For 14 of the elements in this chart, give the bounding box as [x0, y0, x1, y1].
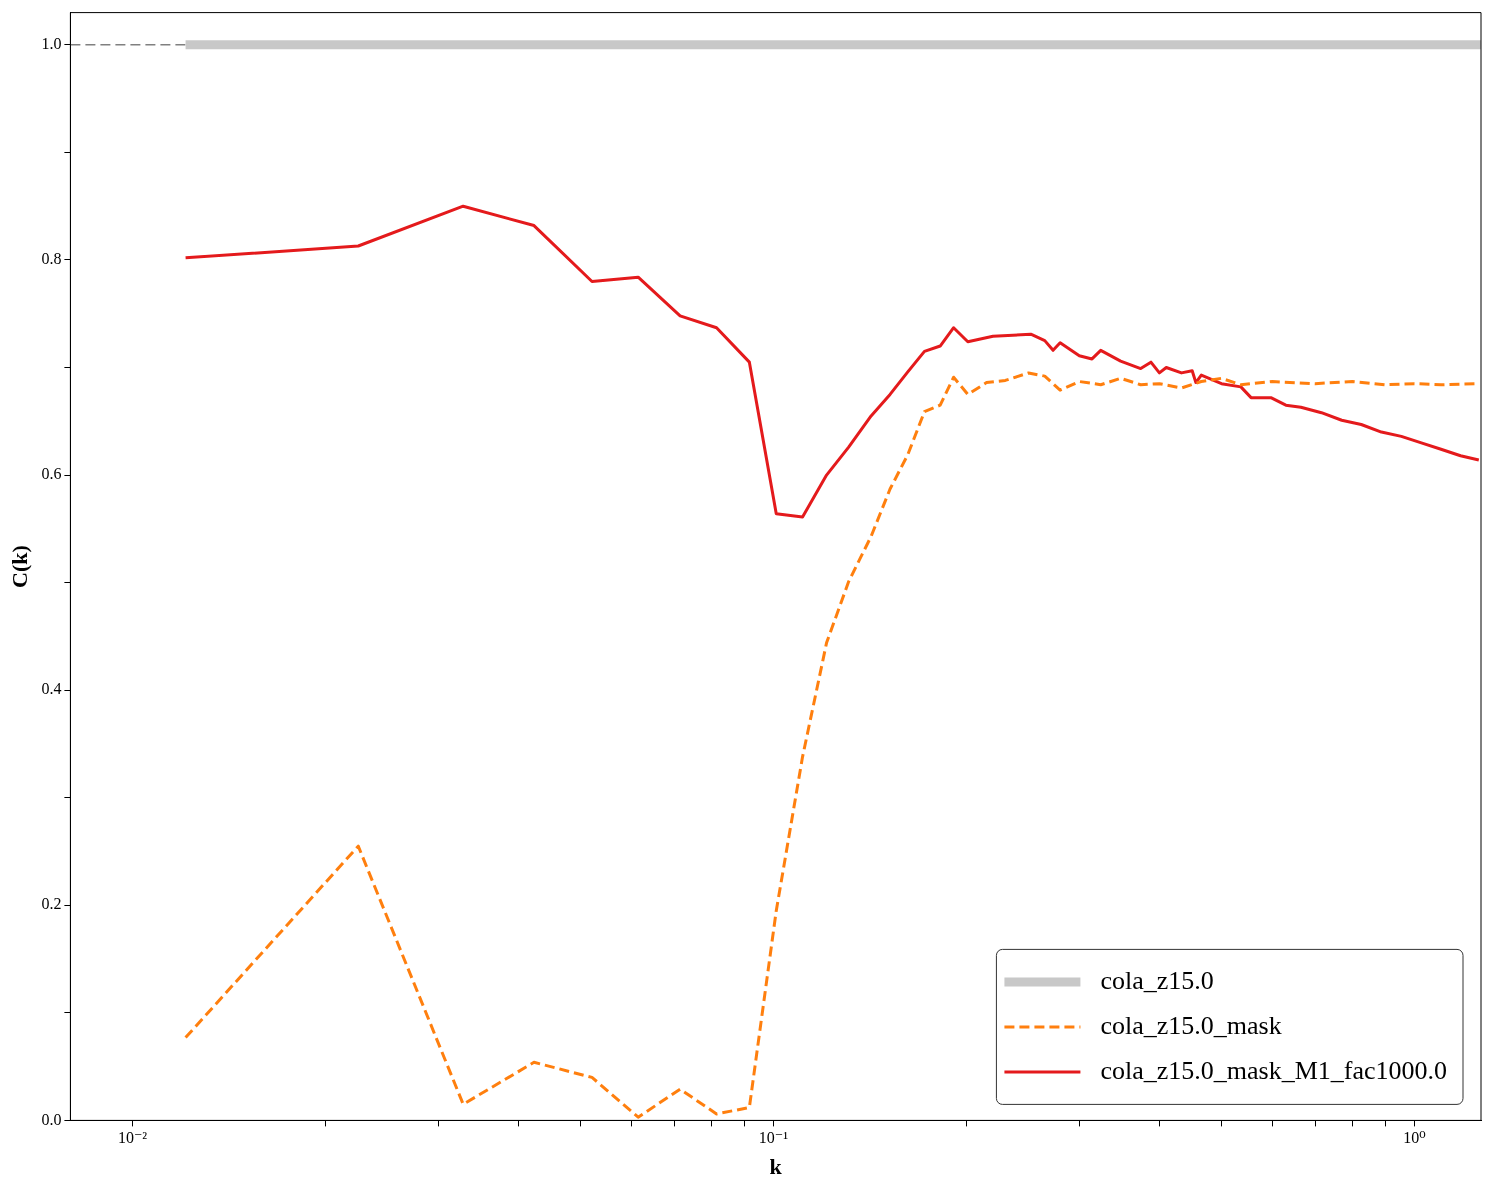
- x-tick-label: 10⁰: [1403, 1129, 1426, 1147]
- y-tick-label: 1.0: [41, 35, 62, 53]
- y-tick-label: 0.4: [41, 680, 62, 698]
- x-axis-title: k: [769, 1154, 783, 1180]
- y-tick-label: 0.6: [41, 465, 62, 483]
- y-tick-label: 0.2: [41, 895, 62, 913]
- x-tick-label: 10⁻¹: [758, 1129, 789, 1147]
- y-tick-label: 0.8: [41, 250, 62, 268]
- legend-label: cola_z15.0_mask: [1100, 1010, 1282, 1040]
- legend-label: cola_z15.0_mask_M1_fac1000.0: [1100, 1055, 1448, 1085]
- y-tick-label: 0.0: [41, 1110, 62, 1128]
- legend-label: cola_z15.0: [1100, 965, 1214, 995]
- x-tick-label: 10⁻²: [117, 1129, 148, 1147]
- y-axis-title: C(k): [6, 545, 32, 588]
